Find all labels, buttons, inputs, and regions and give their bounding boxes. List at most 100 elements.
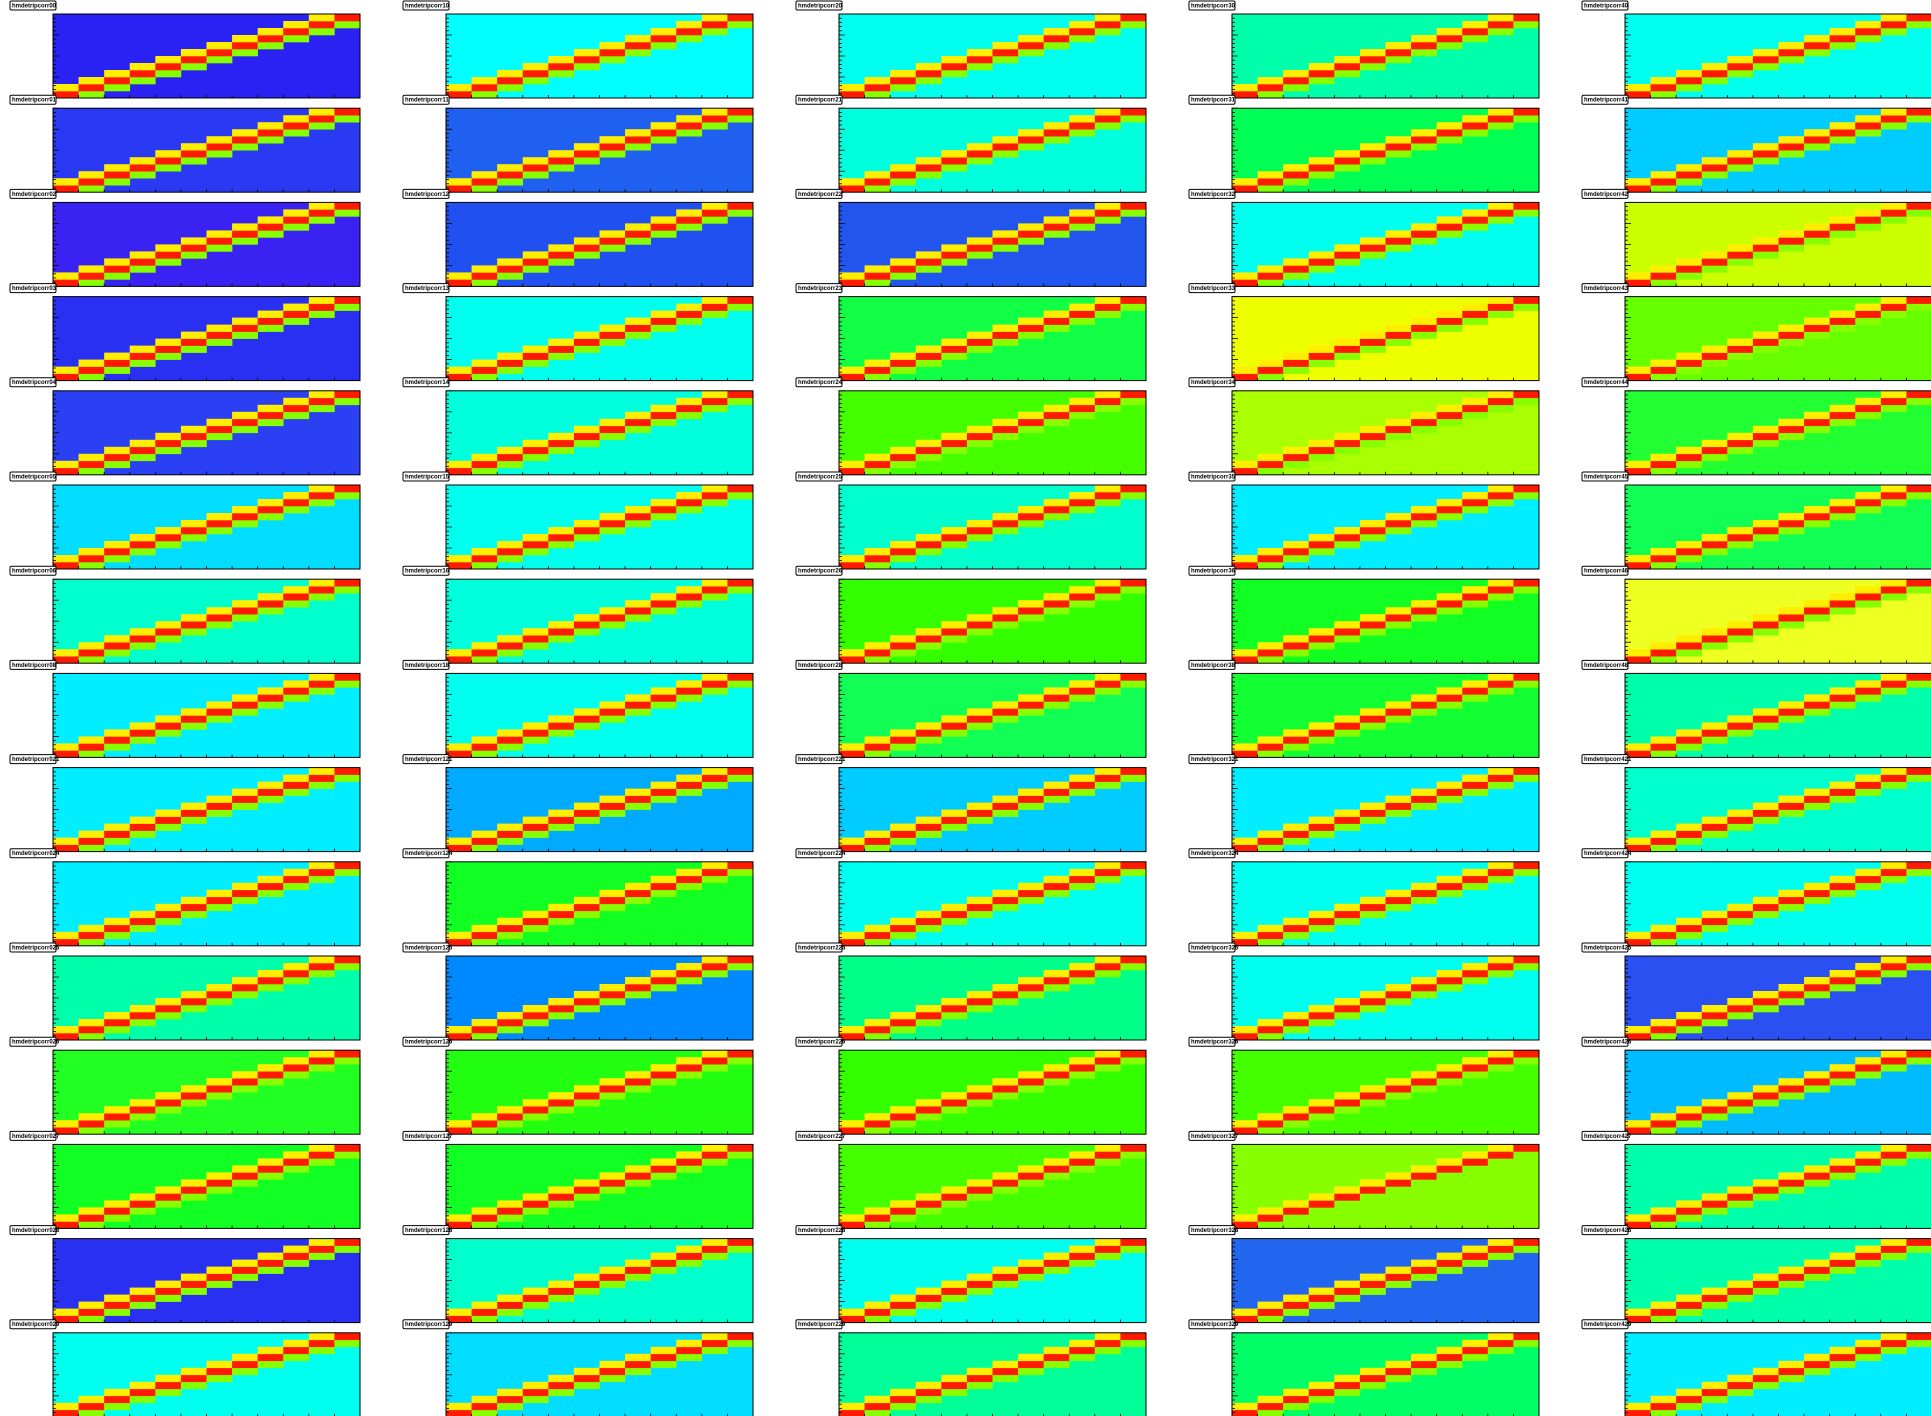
heatmap-panel: hmdetripcorr021 bbox=[9, 754, 361, 853]
heatmap-cell bbox=[1650, 77, 1677, 85]
heatmap-cell bbox=[1385, 56, 1412, 64]
heatmap-cell bbox=[915, 816, 942, 824]
heatmap-cell bbox=[1411, 1179, 1437, 1187]
heatmap-cell bbox=[1676, 541, 1703, 549]
heatmap-cell bbox=[232, 1085, 258, 1093]
heatmap-panel: hmdetripcorr21 bbox=[795, 94, 1147, 193]
heatmap-cell bbox=[1906, 202, 1931, 210]
heatmap-cell bbox=[966, 143, 993, 151]
heatmap-cell bbox=[573, 1193, 600, 1201]
heatmap-cell bbox=[104, 446, 131, 455]
heatmap-cell bbox=[1257, 359, 1284, 367]
heatmap-cell bbox=[1880, 296, 1907, 304]
heatmap-cell bbox=[308, 21, 335, 29]
heatmap-cell bbox=[625, 520, 651, 528]
heatmap-cell bbox=[573, 708, 600, 716]
heatmap-cell bbox=[1778, 520, 1805, 528]
heatmap-cell bbox=[180, 991, 207, 999]
heatmap-cell bbox=[1436, 701, 1463, 709]
heatmap-cell bbox=[1650, 366, 1677, 374]
heatmap-cell bbox=[1334, 1193, 1361, 1201]
heatmap-cell bbox=[155, 1287, 182, 1295]
heatmap-cell bbox=[104, 1106, 131, 1114]
heatmap-cell bbox=[915, 70, 942, 78]
heatmap-cell bbox=[1308, 729, 1335, 737]
heatmap-cell bbox=[1701, 1193, 1728, 1201]
heatmap-cell bbox=[1513, 303, 1540, 311]
heatmap-cell bbox=[232, 1071, 258, 1079]
heatmap-cell bbox=[915, 722, 942, 730]
heatmap-cell bbox=[941, 534, 968, 542]
heatmap-cell bbox=[1385, 520, 1412, 528]
heatmap-cell bbox=[257, 122, 284, 130]
heatmap-cell bbox=[283, 115, 310, 123]
heatmap-cell bbox=[650, 1266, 677, 1274]
heatmap-cell bbox=[1257, 84, 1284, 92]
heatmap-cell bbox=[1462, 970, 1489, 978]
heatmap-cell bbox=[1043, 781, 1070, 789]
heatmap-cell bbox=[650, 1252, 677, 1260]
heatmap-cell bbox=[966, 722, 993, 730]
heatmap-cell bbox=[232, 513, 258, 521]
heatmap-cell bbox=[915, 1019, 942, 1027]
heatmap-cell bbox=[1829, 593, 1856, 601]
heatmap-cell bbox=[1334, 998, 1361, 1006]
heatmap-cell bbox=[676, 506, 703, 514]
heatmap-cell bbox=[232, 1172, 258, 1180]
heatmap-cell bbox=[1411, 35, 1437, 43]
heatmap-cell bbox=[1906, 14, 1931, 22]
heatmap-panel: hmdetripcorr26 bbox=[795, 565, 1147, 664]
heatmap-cell bbox=[1487, 586, 1514, 594]
heatmap-cell bbox=[1411, 237, 1437, 245]
heatmap-cell bbox=[1462, 694, 1489, 702]
heatmap-cell bbox=[471, 1301, 498, 1309]
heatmap-cell bbox=[676, 600, 703, 608]
heatmap-cell bbox=[1334, 910, 1361, 919]
heatmap-cell bbox=[180, 715, 207, 723]
heatmap-cell bbox=[1257, 743, 1284, 751]
heatmap-cell bbox=[1829, 506, 1856, 514]
heatmap-cell bbox=[1650, 1113, 1677, 1121]
heatmap-cell bbox=[1701, 722, 1728, 730]
heatmap-cell bbox=[1778, 513, 1805, 521]
heatmap-cell bbox=[257, 701, 284, 709]
heatmap-cell bbox=[1778, 809, 1805, 817]
panel-title: hmdetripcorr025 bbox=[12, 945, 60, 951]
heatmap-cell bbox=[1283, 924, 1310, 933]
heatmap-panel: hmdetripcorr328 bbox=[1188, 1225, 1540, 1324]
heatmap-cell bbox=[471, 548, 498, 556]
heatmap-cell bbox=[1727, 244, 1754, 252]
heatmap-cell bbox=[1804, 506, 1830, 514]
heatmap-cell bbox=[1462, 977, 1489, 985]
heatmap-cell bbox=[650, 1259, 677, 1267]
heatmap-cell bbox=[446, 750, 472, 758]
heatmap-cell bbox=[78, 830, 105, 838]
heatmap-cell bbox=[625, 143, 651, 151]
heatmap-cell bbox=[839, 178, 865, 186]
heatmap-panel: hmdetripcorr16 bbox=[402, 565, 754, 664]
heatmap-cell bbox=[1043, 404, 1070, 413]
heatmap-cell bbox=[1120, 956, 1147, 964]
heatmap-cell bbox=[1906, 492, 1931, 500]
heatmap-cell bbox=[864, 265, 891, 273]
heatmap-cell bbox=[1359, 1280, 1386, 1288]
heatmap-cell bbox=[599, 338, 626, 346]
title-box bbox=[795, 848, 843, 859]
heatmap-cell bbox=[1650, 171, 1677, 179]
heatmap-cell bbox=[1232, 938, 1258, 947]
heatmap-cell bbox=[1385, 795, 1412, 803]
heatmap-cell bbox=[232, 1273, 258, 1281]
heatmap-cell bbox=[992, 614, 1019, 622]
heatmap-panel: hmdetripcorr125 bbox=[402, 942, 754, 1041]
heatmap-cell bbox=[155, 56, 182, 64]
heatmap-cell bbox=[864, 931, 891, 940]
heatmap-cell bbox=[966, 1273, 993, 1281]
heatmap-cell bbox=[890, 837, 917, 845]
heatmap-cell bbox=[180, 432, 207, 441]
heatmap-cell bbox=[1727, 446, 1754, 455]
heatmap-cell bbox=[1436, 122, 1463, 130]
heatmap-cell bbox=[864, 467, 891, 476]
heatmap-cell bbox=[180, 621, 207, 629]
heatmap-cell bbox=[890, 265, 917, 273]
heatmap-cell bbox=[1069, 35, 1096, 43]
